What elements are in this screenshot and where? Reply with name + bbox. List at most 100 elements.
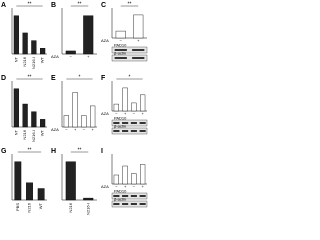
panel-label: C [101, 2, 106, 9]
bar [83, 197, 94, 201]
bar [65, 161, 76, 201]
significance: ** [78, 147, 82, 153]
bar [40, 48, 46, 55]
bar [133, 14, 144, 39]
blot-label: β-actin [114, 51, 126, 56]
category-label: + [124, 111, 127, 116]
blot-strip [111, 54, 148, 62]
blot-band [122, 130, 129, 132]
category-label: + [74, 127, 77, 132]
category-label: + [91, 127, 94, 132]
significance: ** [78, 1, 82, 7]
category-label: N216-I [85, 203, 90, 215]
category-label: N216 [68, 202, 73, 212]
category-label: + [124, 184, 127, 189]
blot-band [132, 49, 145, 51]
blot-band [122, 195, 129, 197]
bar [90, 105, 96, 128]
blot-band [130, 122, 137, 124]
panel-label: E [51, 75, 56, 82]
page: {"panels": [ {"label": "A", "values": [1… [0, 0, 150, 219]
blot-label: β-actin [114, 124, 126, 129]
figure: ANT N216 N216-I WT** B− +AZA** C− +AZA**PAD10β-… [1, 1, 148, 215]
bar [31, 40, 37, 55]
category-label: N216 [27, 202, 32, 212]
blot-band [130, 130, 137, 132]
category-label: − [83, 127, 86, 132]
panel-label: G [1, 148, 7, 155]
category-label: WT [40, 56, 45, 63]
bar [113, 174, 119, 185]
bar [81, 115, 87, 128]
blot-band [114, 57, 127, 59]
significance: * [129, 74, 131, 80]
bar [65, 50, 76, 55]
category-label: NT [13, 56, 18, 62]
category-label: N216 [22, 129, 27, 139]
significance: ** [28, 147, 32, 153]
panel-label: H [51, 148, 56, 155]
blot-band [130, 195, 137, 197]
blot-band [139, 195, 146, 197]
bar [122, 87, 128, 112]
blot-band [139, 130, 146, 132]
significance: ** [28, 74, 32, 80]
blot-strip [111, 192, 148, 200]
bar [131, 102, 137, 112]
category-label: WT [38, 202, 43, 209]
category-label: NT [13, 129, 18, 135]
category-label: N216-I [31, 57, 36, 69]
category-label: − [65, 127, 68, 132]
axis-label: AZA [51, 127, 59, 132]
bar [140, 164, 146, 185]
blot-band [130, 203, 137, 205]
bar [22, 32, 28, 55]
category-label: − [115, 184, 118, 189]
significance: ** [28, 1, 32, 7]
category-label: + [141, 184, 144, 189]
category-label: PBS [15, 203, 20, 211]
category-label: − [115, 111, 118, 116]
bar [131, 173, 137, 185]
significance: * [79, 74, 81, 80]
category-label: + [87, 54, 90, 59]
axis-label: AZA [101, 184, 109, 189]
blot-band [114, 49, 127, 51]
axis-label: AZA [101, 111, 109, 116]
bar [26, 182, 33, 201]
bar [22, 103, 28, 128]
bar [140, 94, 146, 112]
blot-band [113, 195, 120, 197]
blot-label: β-actin [114, 197, 126, 202]
blot-strip [111, 127, 148, 135]
panel-label: A [1, 2, 6, 9]
blot-strip [111, 200, 148, 208]
blot-label: PAD10 [114, 116, 127, 121]
category-label: N216 [22, 56, 27, 66]
bar [115, 30, 126, 39]
bar [13, 88, 19, 128]
bar [31, 111, 37, 128]
bar [83, 15, 94, 55]
bar [13, 15, 19, 55]
panel-label: I [101, 148, 103, 155]
blot-label: PAD10 [114, 43, 127, 48]
blot-band [113, 122, 120, 124]
panel-label: D [1, 75, 6, 82]
blot-band [122, 122, 129, 124]
bar [37, 188, 45, 201]
bar [63, 115, 69, 128]
category-label: − [120, 38, 123, 43]
bar [113, 103, 119, 112]
panel-label: F [101, 75, 106, 82]
blot-band [113, 203, 120, 205]
bar [72, 92, 78, 128]
blot-strip [111, 46, 148, 54]
category-label: − [70, 54, 73, 59]
bar [40, 119, 46, 128]
category-label: − [133, 111, 136, 116]
bar [14, 161, 22, 201]
category-label: − [133, 184, 136, 189]
blot-band [132, 57, 145, 59]
axis-label: AZA [101, 38, 109, 43]
